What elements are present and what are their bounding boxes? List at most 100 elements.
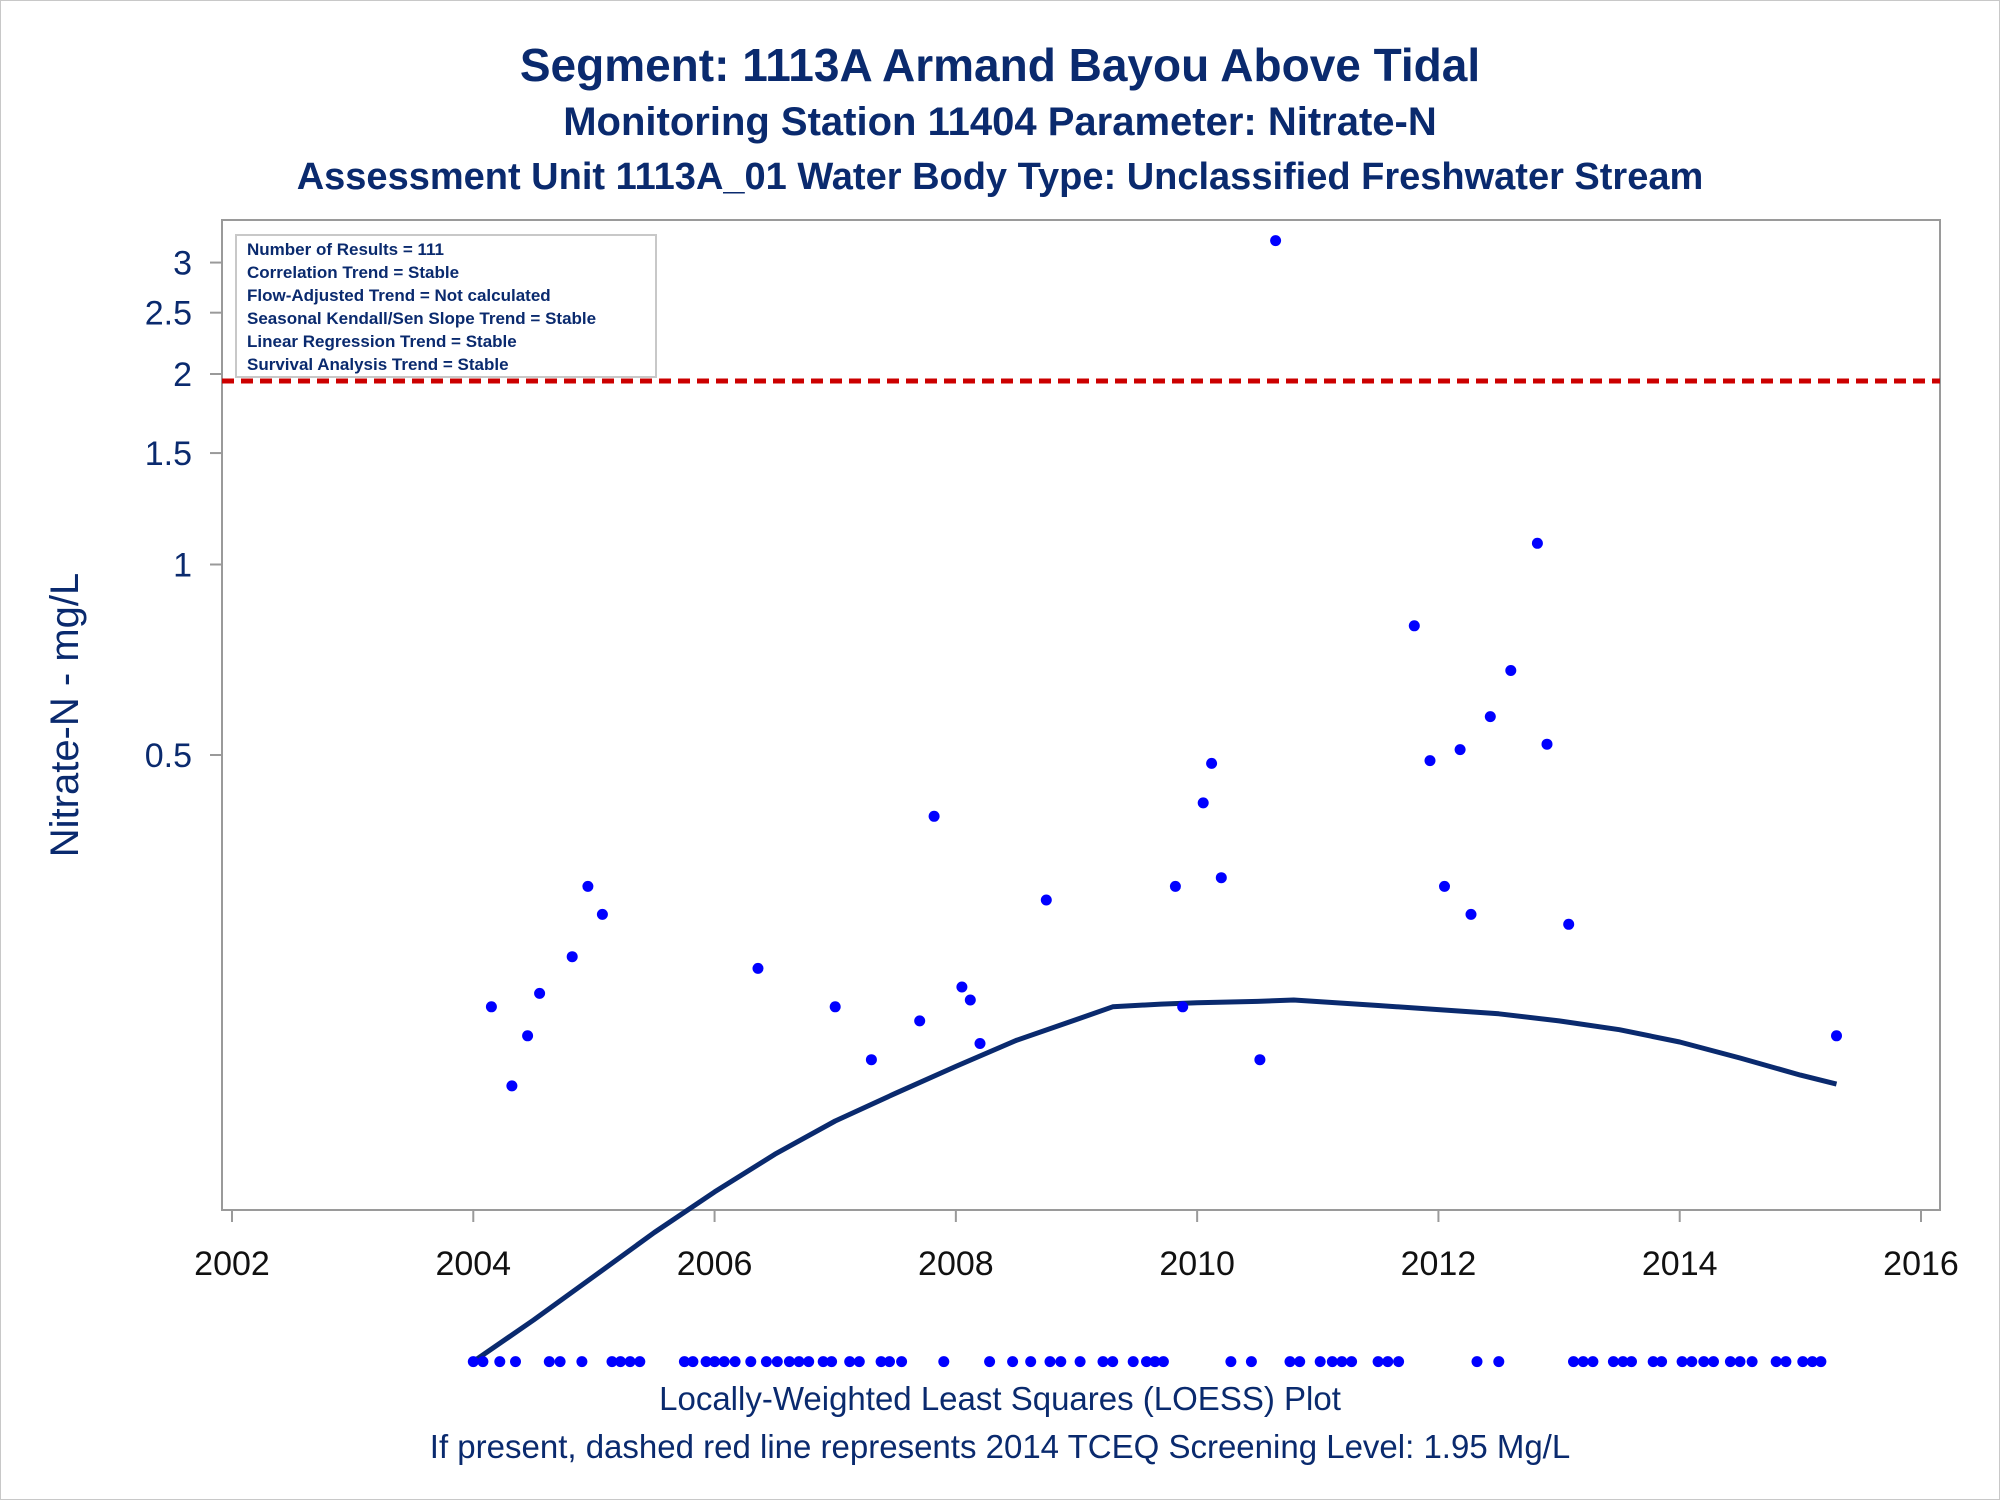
data-point [884,1356,895,1368]
data-point [687,1356,699,1368]
data-point [700,1356,712,1368]
x-tick-label: 2004 [435,1245,511,1283]
data-point [1746,1356,1758,1368]
data-point [1531,537,1543,549]
data-point [1471,1356,1483,1368]
data-point [1708,1356,1719,1368]
data-point [510,1356,521,1368]
data-point [1284,1356,1296,1368]
data-point [554,1356,566,1368]
data-point [1314,1356,1326,1368]
data-point [606,1356,618,1368]
data-point [1617,1356,1629,1368]
data-point [826,1356,838,1368]
data-point [1336,1356,1348,1368]
data-point [1454,744,1466,756]
x-tick-label: 2008 [918,1245,994,1283]
data-point [1074,1356,1086,1368]
data-point [1149,1356,1161,1368]
chart-title: Segment: 1113A Armand Bayou Above Tidal [519,39,1481,91]
data-point [634,1356,646,1368]
y-tick-label: 1 [173,547,192,585]
data-point [1424,755,1436,767]
data-point [1346,1356,1358,1368]
legend-line-correlation: Correlation Trend = Stable [247,263,459,282]
data-point [1780,1356,1792,1368]
data-point [1493,1356,1505,1368]
data-point [1626,1356,1637,1368]
footer-loess-note: Locally-Weighted Least Squares (LOESS) P… [659,1380,1341,1417]
data-point [1055,1356,1067,1368]
data-point [1563,918,1575,930]
data-point [534,987,546,999]
data-point [853,1356,865,1368]
data-point [1294,1356,1306,1368]
data-point [596,908,608,920]
data-point [1724,1356,1736,1368]
x-tick-label: 2014 [1642,1245,1718,1283]
data-point [1372,1356,1384,1368]
data-point [745,1356,757,1368]
data-point [615,1356,626,1368]
data-point [1393,1356,1405,1368]
data-point [522,1030,534,1042]
data-point [1797,1356,1809,1368]
data-point [678,1356,690,1368]
data-point [956,981,968,993]
data-point [1169,880,1181,892]
data-point [718,1356,730,1368]
data-point [1607,1356,1619,1368]
legend-line-seasonal-kendall: Seasonal Kendall/Sen Slope Trend = Stabl… [247,309,596,328]
data-point [771,1356,783,1368]
data-point [1465,908,1477,920]
x-tick-label: 2010 [1159,1245,1235,1283]
data-point [1484,711,1496,723]
data-point [1815,1356,1827,1368]
data-point [709,1356,721,1368]
chart-subtitle-assessment: Assessment Unit 1113A_01 Water Body Type… [296,156,1704,198]
legend-line-linear-regression: Linear Regression Trend = Stable [247,332,517,351]
data-point [1245,1356,1257,1368]
data-point [1215,872,1227,884]
data-point [729,1356,741,1368]
data-point [974,1038,986,1049]
data-point [896,1356,908,1368]
data-point [566,951,578,963]
data-point [1197,797,1209,809]
data-point [1587,1356,1599,1368]
data-point [494,1356,506,1368]
data-point [576,1356,588,1368]
x-tick-label: 2012 [1401,1245,1477,1283]
data-point [875,1356,887,1368]
loess-trend-line [471,997,1838,1364]
data-point [485,1001,497,1013]
data-point [582,880,594,892]
data-point [844,1356,856,1368]
data-point [1225,1356,1237,1368]
data-point [1127,1356,1139,1368]
data-point [1568,1356,1579,1368]
data-point [506,1080,518,1092]
data-point [783,1356,795,1368]
y-tick-label: 3 [173,245,192,283]
data-point [1097,1356,1109,1368]
chart-subtitle-station: Monitoring Station 11404 Parameter: Nitr… [563,100,1437,144]
data-point [1206,757,1218,769]
data-point [1141,1356,1152,1368]
data-point [1676,1356,1688,1368]
y-tick-label: 2 [173,356,192,394]
y-tick-label: 1.5 [145,435,192,473]
y-axis-label: Nitrate-N - mg/L [43,573,87,858]
data-point [1044,1356,1056,1368]
legend-line-survival: Survival Analysis Trend = Stable [247,355,509,374]
x-tick-label: 2016 [1883,1245,1959,1283]
data-point [1806,1356,1818,1368]
data-point [1831,1030,1842,1042]
data-point [964,994,976,1006]
data-point [1382,1356,1394,1368]
data-point [1326,1356,1338,1368]
x-tick-label: 2002 [194,1245,270,1283]
data-point [624,1356,636,1368]
data-point [1025,1356,1037,1368]
